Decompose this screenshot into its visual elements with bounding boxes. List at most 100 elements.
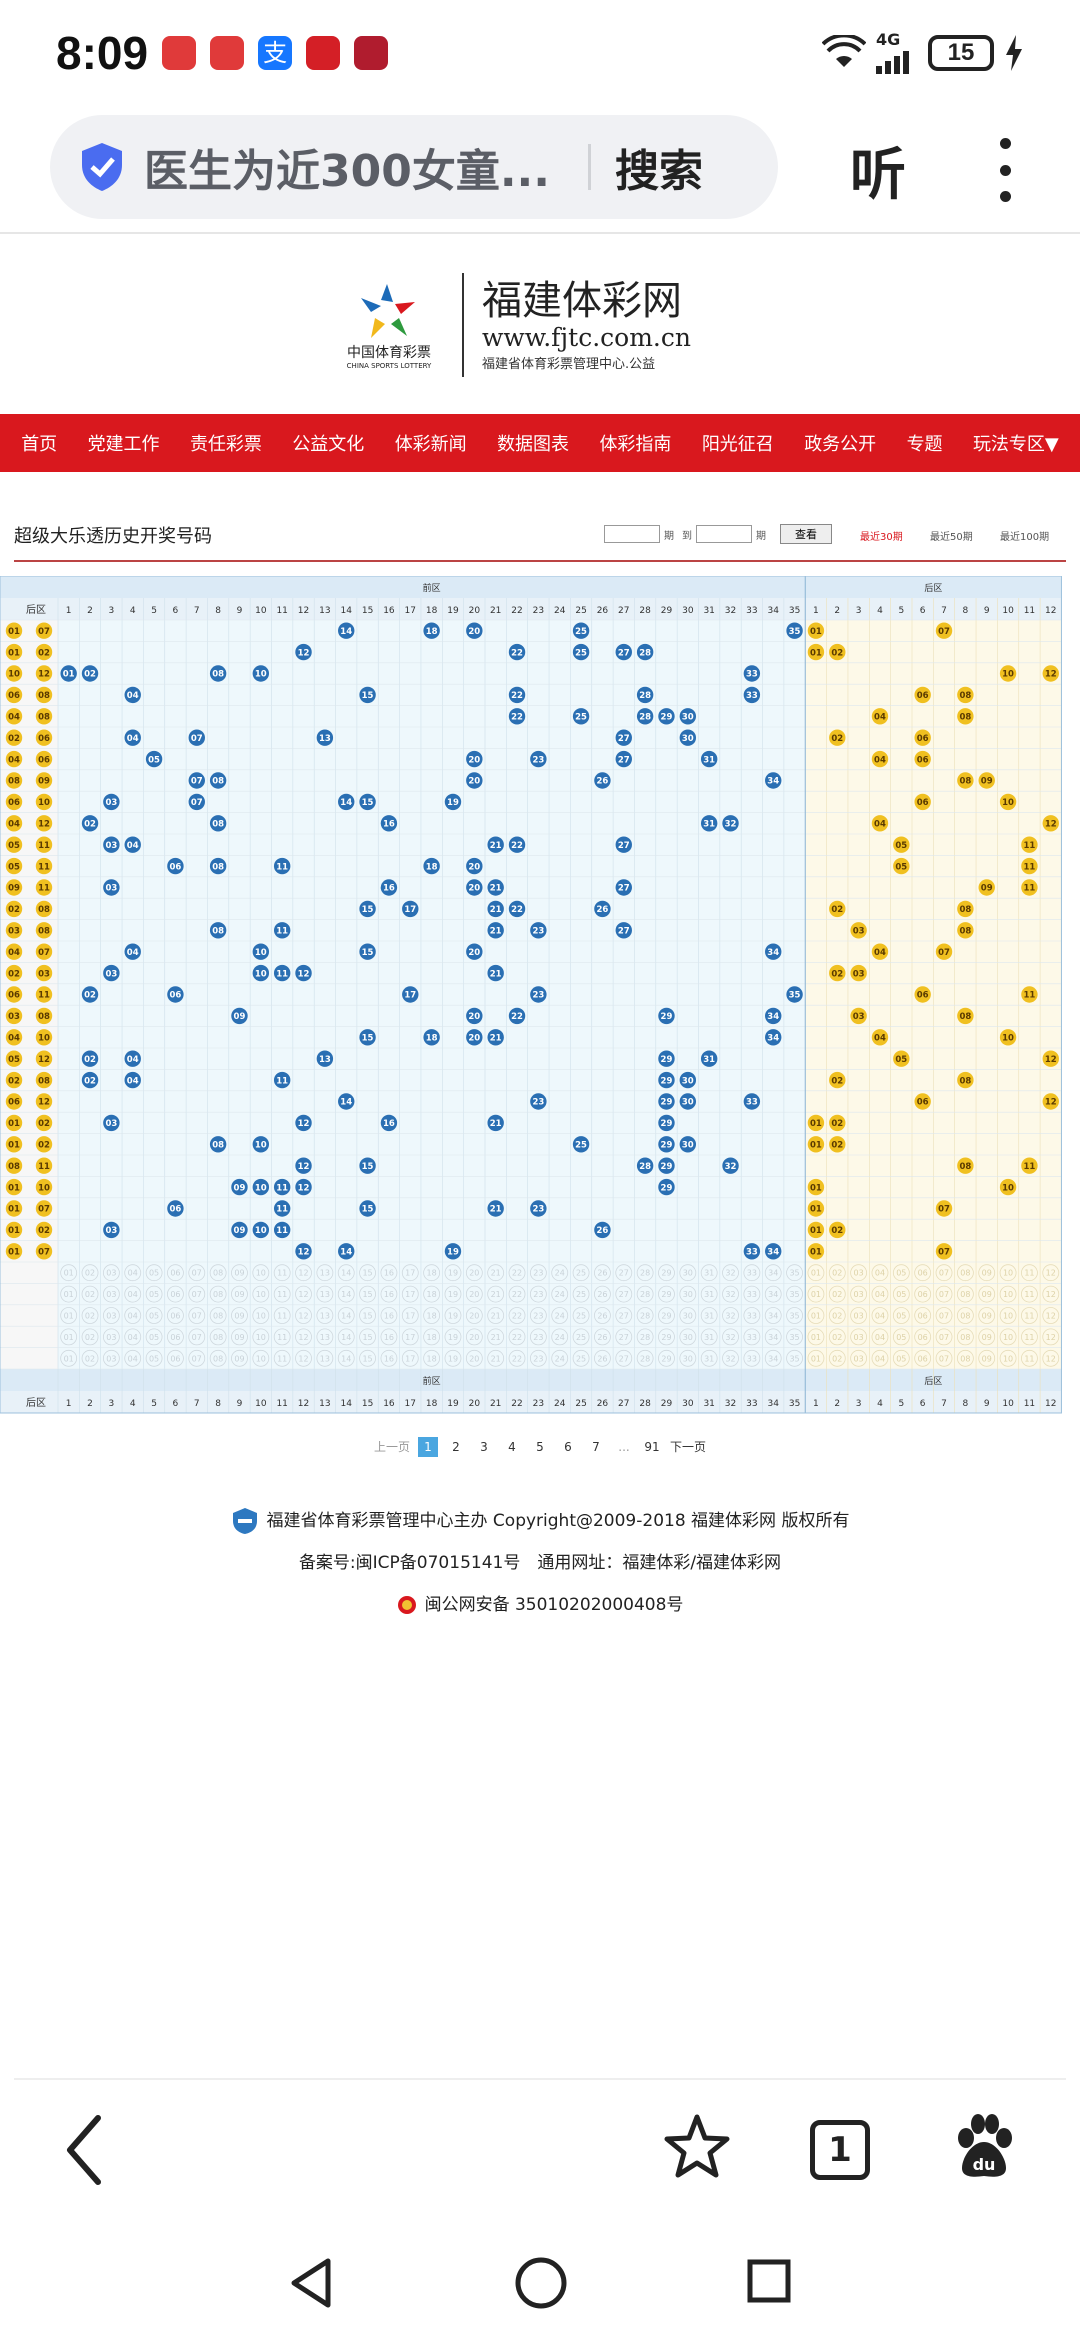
last-page-link[interactable]: 91 xyxy=(644,1440,660,1454)
range-30-link[interactable]: 最近30期 xyxy=(860,532,903,543)
bottom-back-number-header: 7 xyxy=(941,1399,947,1409)
range-100-link[interactable]: 最近100期 xyxy=(1000,532,1050,543)
empty-pick-label: 21 xyxy=(491,1269,501,1278)
back-arrow-icon[interactable] xyxy=(60,2112,110,2188)
page-link[interactable]: 3 xyxy=(480,1440,488,1454)
front-ball-label: 31 xyxy=(703,820,715,830)
empty-pick-circle xyxy=(935,1328,953,1346)
front-ball-label: 03 xyxy=(105,1226,117,1236)
page-link[interactable]: 4 xyxy=(508,1440,516,1454)
empty-pick-circle xyxy=(636,1264,654,1282)
back-ball-label: 08 xyxy=(959,691,971,701)
left-back-ball xyxy=(5,750,23,768)
left-back-ball-label: 01 xyxy=(8,648,20,658)
empty-pick-circle xyxy=(188,1264,206,1282)
front-ball-label: 29 xyxy=(661,1012,673,1022)
empty-pick-label: 04 xyxy=(875,1290,885,1299)
start-period-input[interactable] xyxy=(604,525,660,543)
tabs-button[interactable]: 1 xyxy=(810,2120,870,2180)
empty-pick-circle xyxy=(999,1307,1017,1324)
listen-button[interactable]: 听 xyxy=(850,143,906,208)
bottom-front-number-header: 18 xyxy=(426,1399,438,1409)
empty-pick-label: 04 xyxy=(128,1290,138,1299)
left-back-ball xyxy=(5,836,23,853)
query-button[interactable]: 查看 xyxy=(780,524,832,544)
nav-item[interactable]: 党建工作 xyxy=(87,434,160,455)
front-ball xyxy=(252,1221,270,1239)
empty-pick-label: 12 xyxy=(1046,1290,1056,1299)
bookmark-star-icon[interactable] xyxy=(662,2112,732,2182)
nav-item[interactable]: 玩法专区▼ xyxy=(972,434,1059,455)
prev-page-link[interactable]: 上一页 xyxy=(373,1440,410,1454)
system-back-icon[interactable] xyxy=(286,2255,336,2311)
top-zone-header-bg xyxy=(0,576,1062,598)
back-ball xyxy=(850,922,867,939)
left-back-ball-label: 01 xyxy=(8,1141,20,1151)
site-logo[interactable]: 中国体育彩票 CHINA SPORTS LOTTERY xyxy=(330,280,448,370)
front-ball-label: 06 xyxy=(170,991,182,1001)
bottom-back-number-header: 4 xyxy=(877,1399,883,1409)
front-ball xyxy=(466,857,483,875)
range-50-link[interactable]: 最近50期 xyxy=(930,532,973,543)
empty-pick-circle xyxy=(572,1264,590,1282)
front-ball-label: 25 xyxy=(575,648,587,658)
address-bar[interactable]: 医生为近300女童... 搜索 xyxy=(50,115,778,219)
back-ball xyxy=(871,1029,889,1046)
page-link[interactable]: 5 xyxy=(536,1440,544,1454)
empty-pick-label: 04 xyxy=(875,1312,885,1321)
front-ball xyxy=(658,1007,675,1025)
empty-pick-circle xyxy=(914,1349,932,1367)
empty-pick-circle xyxy=(102,1328,120,1346)
back-ball xyxy=(829,1071,846,1089)
empty-pick-circle xyxy=(594,1349,611,1367)
end-period-input[interactable] xyxy=(696,525,752,543)
site-header[interactable]: 中国体育彩票 CHINA SPORTS LOTTERY 福建体彩网 www.fj… xyxy=(330,270,750,380)
left-back-ball xyxy=(5,943,23,960)
empty-pick-circle xyxy=(1021,1264,1038,1282)
page-link[interactable]: 2 xyxy=(452,1440,460,1454)
nav-item[interactable]: 专题 xyxy=(906,434,943,455)
front-ball-label: 21 xyxy=(490,969,502,979)
back-ball-label: 10 xyxy=(1002,798,1014,808)
nav-item[interactable]: 公益文化 xyxy=(292,434,365,455)
empty-pick-circle xyxy=(658,1285,675,1303)
system-home-icon[interactable] xyxy=(514,2256,568,2310)
back-ball-label: 11 xyxy=(1024,991,1036,1001)
page-link[interactable]: 7 xyxy=(592,1440,600,1454)
empty-pick-circle xyxy=(615,1307,633,1324)
search-button[interactable]: 搜索 xyxy=(615,146,703,197)
status-bar: 8:09 支 4G 15 xyxy=(0,0,1080,105)
nav-item[interactable]: 阳光征召 xyxy=(701,434,774,455)
page-link[interactable]: 1 xyxy=(418,1437,438,1457)
nav-item[interactable]: 体彩指南 xyxy=(599,434,672,455)
front-ball xyxy=(679,708,697,725)
nav-item[interactable]: 体彩新闻 xyxy=(394,434,467,455)
empty-pick-circle xyxy=(722,1307,739,1324)
empty-pick-circle xyxy=(572,1307,590,1324)
more-menu-icon[interactable] xyxy=(990,138,1020,202)
page-link[interactable]: 6 xyxy=(564,1440,572,1454)
empty-pick-label: 13 xyxy=(320,1290,330,1299)
nav-item[interactable]: 政务公开 xyxy=(804,434,877,455)
left-back-ball xyxy=(35,729,53,746)
back-ball xyxy=(999,1029,1017,1046)
empty-pick-circle xyxy=(102,1349,120,1367)
empty-pick-circle xyxy=(316,1264,334,1282)
empty-pick-label: 30 xyxy=(683,1312,693,1321)
baidu-paw-icon[interactable]: du xyxy=(952,2112,1016,2182)
back-ball-label: 05 xyxy=(895,841,907,851)
nav-item[interactable]: 数据图表 xyxy=(497,434,570,455)
front-ball-label: 21 xyxy=(490,905,502,915)
empty-pick-label: 02 xyxy=(832,1333,842,1342)
front-ball xyxy=(359,1200,376,1217)
front-ball-label: 26 xyxy=(597,777,609,787)
back-ball-label: 08 xyxy=(959,1012,971,1022)
nav-item[interactable]: 首页 xyxy=(21,434,58,455)
system-recents-icon[interactable] xyxy=(746,2258,792,2304)
next-page-link[interactable]: 下一页 xyxy=(670,1440,707,1454)
empty-pick-circle xyxy=(231,1264,248,1282)
front-ball xyxy=(572,1136,590,1153)
empty-pick-circle xyxy=(978,1285,996,1303)
address-query[interactable]: 医生为近300女童... xyxy=(144,146,550,197)
nav-item[interactable]: 责任彩票 xyxy=(189,434,262,455)
